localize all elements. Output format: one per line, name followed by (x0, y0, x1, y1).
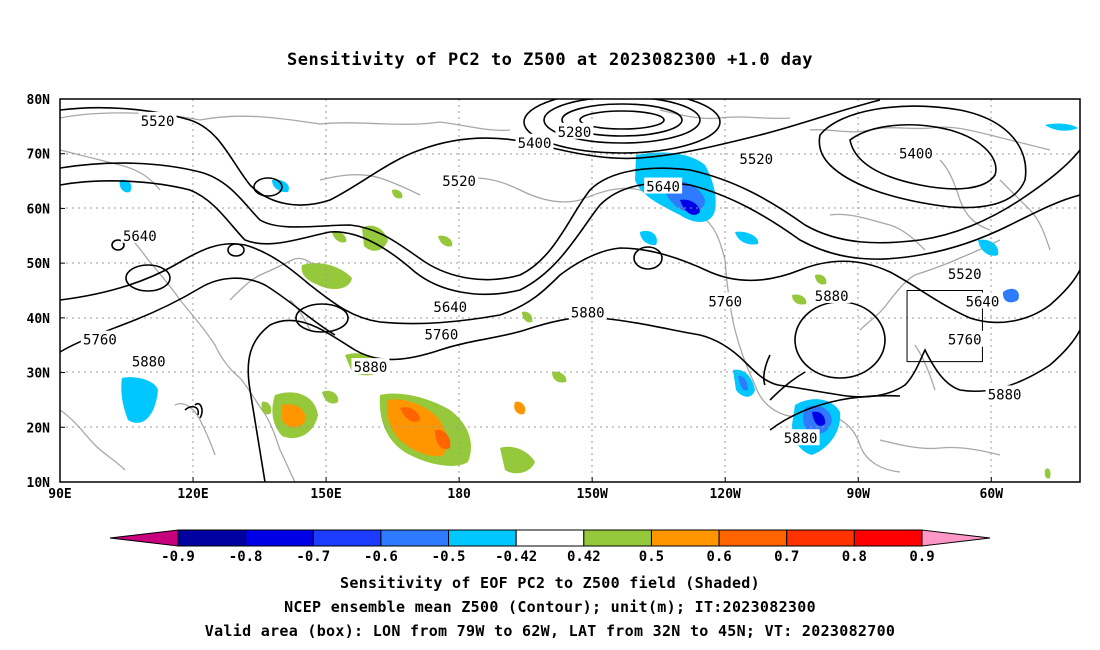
colorbar-label: 0.42 (567, 549, 601, 565)
caption-line-1: Sensitivity of EOF PC2 to Z500 field (Sh… (340, 574, 760, 592)
contour-label: 5760 (425, 327, 459, 343)
contour-label: 5520 (948, 267, 982, 283)
colorbar: -0.9 -0.8 -0.7 -0.6 -0.5 -0.42 0.42 0.5 0.6 0.7 0.… (109, 529, 991, 565)
colorbar-label: 0.8 (842, 549, 867, 565)
lat-tick-label: 80N (27, 93, 51, 108)
contour-label-bg (706, 292, 745, 309)
colorbar-swatch (515, 529, 585, 547)
lat-tick-label: 20N (27, 421, 51, 436)
lon-tick-label: 150W (577, 487, 608, 502)
contour-label-bg (896, 144, 935, 161)
valid-area-box (906, 290, 983, 363)
sensitivity-shading (119, 123, 1078, 479)
lat-tick-label: 40N (27, 312, 51, 327)
caption-line-2: NCEP ensemble mean Z500 (Contour); unit(… (284, 598, 816, 616)
contour-label: 5880 (815, 289, 849, 305)
contour-label: 5640 (433, 300, 467, 316)
caption-line-3: Valid area (box): LON from 79W to 62W, L… (204, 622, 896, 640)
colorbar-label: -0.8 (229, 549, 263, 565)
contour-label-bg (985, 385, 1024, 402)
colorbar-label: -0.5 (432, 549, 466, 565)
contour-label: 5880 (132, 355, 166, 371)
contour-label: 5880 (784, 431, 818, 447)
z500-contours (60, 99, 1080, 482)
contour-label-bg (129, 352, 168, 369)
colorbar-low-cap (109, 529, 179, 547)
contour-label-bg (555, 122, 594, 139)
lon-tick-label: 90W (847, 487, 871, 502)
contour-label: 5280 (558, 125, 592, 141)
map-frame (59, 98, 1081, 483)
contour-label: 5880 (571, 305, 605, 321)
colorbar-label: -0.7 (296, 549, 330, 565)
contour-label: 5520 (141, 114, 175, 130)
lon-tick-label: 90E (48, 487, 71, 502)
contour-label: 5760 (83, 333, 117, 349)
contour-label-bg (963, 292, 1002, 309)
lon-tick-label: 120E (177, 487, 208, 502)
lon-tick-label: 60W (980, 487, 1004, 502)
contour-label: 5760 (948, 333, 982, 349)
contour-label: 5640 (966, 294, 1000, 310)
colorbar-label: -0.9 (161, 549, 195, 565)
lon-tick-label: 180 (447, 487, 471, 502)
latitude-labels: 80N 70N 60N 50N 40N 30N 20N 10N (27, 93, 65, 491)
contour-labels: 5520 5280 5400 5520 5400 5520 5640 5640 5520 5640… (80, 111, 1024, 447)
lat-tick-label: 30N (27, 367, 51, 382)
lon-tick-label: 150E (310, 487, 341, 502)
colorbar-swatch (786, 529, 855, 547)
contour-label-bg (80, 330, 119, 347)
coastlines (60, 109, 1051, 482)
colorbar-label: 0.7 (774, 549, 799, 565)
lat-tick-label: 50N (27, 257, 51, 272)
colorbar-swatch (245, 529, 314, 547)
colorbar-label: 0.6 (706, 549, 731, 565)
contour-label-bg (351, 358, 390, 375)
lat-tick-label: 10N (27, 476, 51, 491)
colorbar-swatch (312, 529, 382, 547)
longitude-labels: 90E 120E 150E 180 150W 120W 90W 60W (48, 477, 1003, 502)
colorbar-label: 0.9 (909, 549, 934, 565)
contour-label-bg (781, 429, 820, 446)
contour-label-bg (644, 177, 683, 194)
contour-label-bg (568, 303, 607, 320)
colorbar-label: 0.5 (639, 549, 664, 565)
map-title: Sensitivity of PC2 to Z500 at 2023082300… (286, 50, 813, 70)
lon-tick-label: 120W (710, 487, 741, 502)
contour-label-bg (737, 150, 776, 167)
contour-label: 5760 (708, 294, 742, 310)
contour-label-bg (515, 133, 554, 150)
contour-label-bg (812, 286, 851, 303)
contour-label-bg (945, 265, 984, 282)
colorbar-swatch (583, 529, 652, 547)
lat-tick-label: 70N (27, 148, 51, 163)
contour-label-bg (440, 172, 479, 189)
contour-label: 5640 (646, 180, 680, 196)
contour-label: 5640 (123, 229, 157, 245)
contour-label: 5880 (354, 360, 388, 376)
contour-label-bg (120, 226, 159, 243)
colorbar-swatch (853, 529, 923, 547)
contour-label: 5520 (739, 152, 773, 168)
contour-label-bg (138, 111, 177, 128)
lat-tick-label: 60N (27, 202, 51, 217)
colorbar-swatch (380, 529, 450, 547)
colorbar-swatch (448, 529, 517, 547)
colorbar-swatch (177, 529, 247, 547)
contour-label-bg (431, 297, 470, 314)
colorbar-label: -0.42 (495, 549, 537, 565)
contour-label-bg (945, 330, 984, 347)
colorbar-label: -0.6 (364, 549, 398, 565)
colorbar-high-cap (921, 529, 991, 547)
contour-label: 5400 (899, 147, 933, 163)
colorbar-swatch (718, 529, 788, 547)
contour-label: 5880 (988, 387, 1022, 403)
contour-label-bg (422, 325, 461, 342)
colorbar-swatch (650, 529, 720, 547)
contour-label: 5520 (442, 174, 476, 190)
contour-label: 5400 (518, 136, 552, 152)
